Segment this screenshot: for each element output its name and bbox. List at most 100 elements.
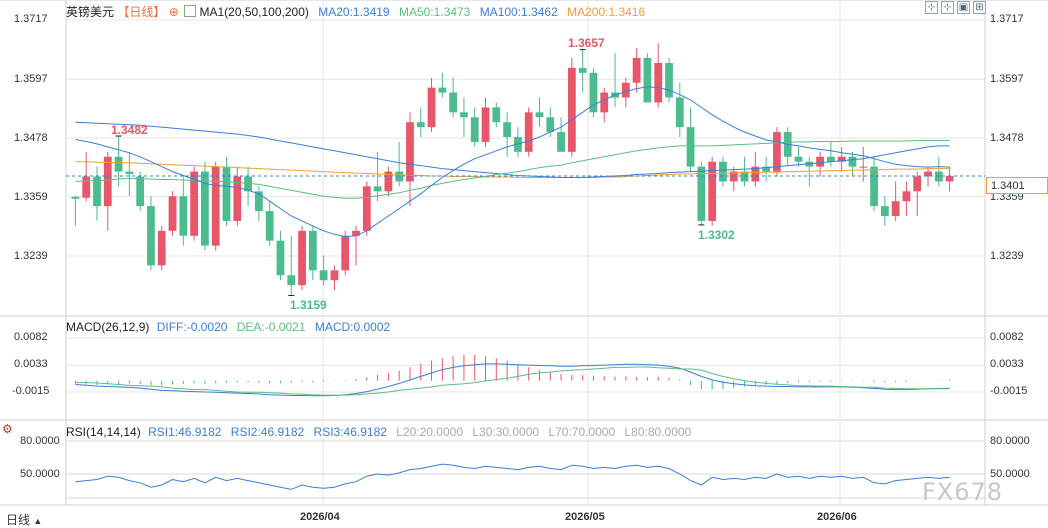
annotation-high: 1.3657 — [568, 36, 605, 50]
candle-body — [902, 191, 911, 202]
price-tick-right: 1.3478 — [990, 132, 1024, 144]
candle-body — [125, 171, 134, 175]
rsi2-value: RSI2:46.9182 — [230, 425, 305, 439]
annotation-low: 1.3302 — [698, 228, 735, 242]
candle-body — [460, 112, 468, 118]
rsi-tick-left: 50.0000 — [20, 468, 60, 480]
candle-body — [891, 201, 900, 217]
candle-body — [913, 176, 922, 192]
ma20-line — [75, 86, 950, 238]
macd-pane — [74, 355, 951, 397]
rsi-title: RSI(14,14,14) — [66, 425, 141, 439]
chart-header: 英镑美元 【日线】 ⊕ MA1(20,50,100,200) MA20:1.34… — [66, 3, 645, 20]
candle-body — [179, 196, 188, 236]
candle-body — [621, 82, 630, 98]
candle-body — [373, 186, 382, 192]
price-tick-left: 1.3717 — [14, 13, 48, 25]
macd-tick-right: 0.0082 — [990, 331, 1024, 343]
rsi3-value: RSI3:46.9182 — [313, 425, 387, 439]
candle-body — [395, 171, 404, 182]
macd-tick-left: 0.0033 — [14, 358, 48, 370]
candle-body — [492, 107, 501, 123]
candle-body — [945, 176, 954, 182]
candle-body — [298, 230, 306, 286]
candle-body — [719, 161, 727, 182]
date-label: 2026/06 — [817, 511, 857, 523]
candle-body — [816, 156, 824, 167]
candle-body — [71, 196, 80, 199]
price-tick-right: 1.3359 — [990, 191, 1024, 203]
candle-body — [708, 161, 717, 221]
candle-body — [870, 166, 878, 207]
date-label: 2026/04 — [300, 511, 340, 523]
fullscreen-icon[interactable]: ⊞ — [973, 1, 986, 14]
macd-dea: DEA:-0.0021 — [236, 320, 306, 334]
candle-body — [686, 127, 695, 167]
rsi-tick-right: 80.0000 — [990, 435, 1030, 447]
rsi-l80: L80:80.0000 — [624, 425, 692, 439]
candle-body — [449, 92, 458, 113]
ma20-value: MA20:1.3419 — [318, 5, 390, 19]
zoom-in-icon[interactable]: ⊹ — [925, 1, 938, 14]
candle-body — [762, 166, 771, 172]
candle-body — [416, 122, 425, 128]
price-tick-left: 1.3597 — [14, 73, 48, 85]
candle-body — [136, 176, 145, 207]
candle-body — [654, 62, 663, 103]
candle-body — [201, 171, 209, 246]
candle-body — [578, 67, 587, 73]
candle-body — [319, 270, 328, 281]
candle-body — [470, 117, 479, 142]
candle-body — [589, 72, 598, 113]
grid-lines — [0, 0, 1048, 506]
candle-body — [697, 166, 706, 221]
macd-dea-line — [75, 366, 950, 396]
price-pane — [66, 43, 985, 296]
candle-body — [535, 112, 544, 118]
expand-icon[interactable]: ▣ — [957, 1, 970, 14]
candle-body — [546, 117, 555, 133]
candle-body — [276, 240, 285, 276]
period-selector-label: 日线 — [6, 513, 31, 527]
candle-body — [384, 171, 393, 192]
candle-body — [837, 156, 846, 162]
rsi-tick-right: 50.0000 — [990, 468, 1030, 480]
candle-body — [157, 230, 166, 266]
candle-body — [524, 112, 533, 152]
period-label[interactable]: 【日线】 — [117, 5, 166, 19]
rsi-l70: L70:70.0000 — [548, 425, 616, 439]
macd-value: MACD:0.0002 — [314, 320, 391, 334]
period-selector[interactable]: 日线 ▲ — [6, 513, 43, 527]
candle-body — [643, 58, 652, 103]
candle-body — [244, 176, 252, 192]
date-label: 2026/05 — [565, 511, 605, 523]
macd-header: MACD(26,12,9) DIFF:-0.0020 DEA:-0.0021 M… — [66, 320, 390, 334]
macd-title: MACD(26,12,9) — [66, 320, 150, 334]
candle-body — [481, 107, 490, 142]
plus-icon[interactable]: ⊕ — [168, 5, 179, 19]
candle-body — [773, 132, 781, 172]
ma50-value: MA50:1.3473 — [398, 5, 471, 19]
macd-tick-left: -0.0015 — [12, 385, 50, 397]
candle-body — [103, 156, 112, 207]
zoom-out-icon[interactable]: ⊹ — [941, 1, 954, 14]
rsi-l30: L30:30.0000 — [472, 425, 540, 439]
candle-body — [352, 230, 360, 236]
macd-tick-right: 0.0033 — [990, 358, 1024, 370]
candle-body — [308, 230, 317, 271]
annotation-low: 1.3159 — [290, 298, 327, 312]
candle-body — [794, 156, 803, 162]
ma100-value: MA100:1.3462 — [479, 5, 558, 19]
watermark-logo: FX678 — [922, 478, 1004, 506]
indicator-icon[interactable] — [184, 5, 197, 17]
macd-tick-right: -0.0015 — [990, 385, 1028, 397]
price-tick-right: 1.3717 — [990, 13, 1024, 25]
candle-body — [222, 166, 231, 221]
settings-icon[interactable]: ⚙ — [2, 422, 13, 436]
price-tick-left: 1.3239 — [14, 250, 48, 262]
candle-body — [848, 156, 857, 167]
price-tick-left: 1.3359 — [14, 191, 48, 203]
ma50-line — [75, 140, 950, 199]
candle-body — [287, 275, 296, 286]
